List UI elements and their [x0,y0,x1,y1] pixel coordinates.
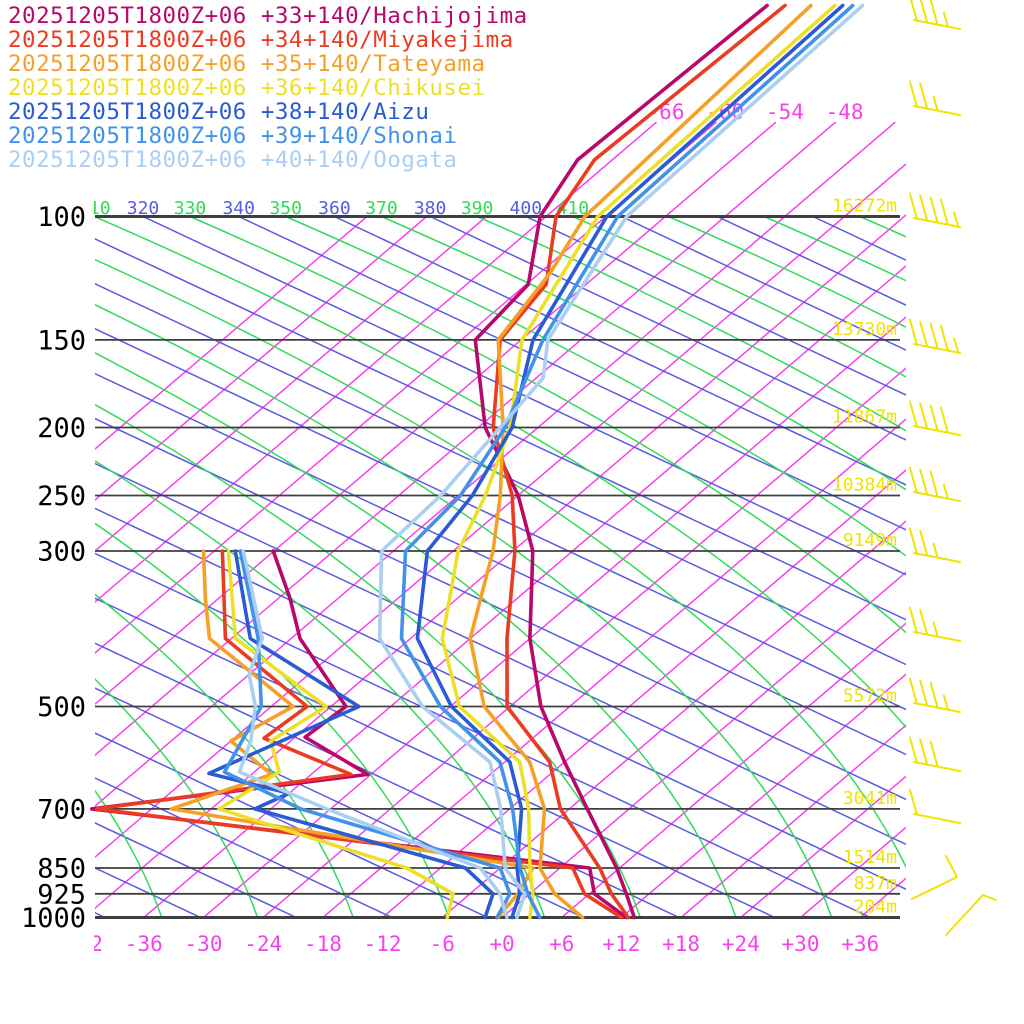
temperature-curves [377,3,865,920]
altitude-label: 16272m [832,196,897,217]
temperature-tick-label: -36 [125,932,163,956]
temperature-tick-label: +0 [489,932,514,956]
wind-barb [908,606,961,642]
wind-barb [908,677,961,713]
temperature-curve-miyakejima [491,3,787,920]
dewpoint-curve-hachijojima [89,549,629,920]
temperature-tick-label: +12 [602,932,640,956]
altitude-label: 1514m [843,847,897,868]
legend-entry-tateyama: 20251205T1800Z+06 +35+140/Tateyama [8,51,486,77]
temperature-tick-label: -42 [65,932,103,956]
temperature-tick-label: -6 [430,932,455,956]
pressure-tick-label: 250 [37,481,86,512]
pressure-tick-label: 850 [37,854,86,885]
temperature-curve-shonai [399,3,855,920]
altitude-label: 3041m [843,788,897,809]
temperature-tick-label: -24 [244,932,282,956]
legend-entry-miyakejima: 20251205T1800Z+06 +34+140/Miyakejima [8,27,514,53]
wind-barbs [908,0,997,936]
wind-barb [945,894,997,936]
legend-entry-oogata: 20251205T1800Z+06 +40+140/Oogata [8,147,458,173]
potential-temp-axis-labels: 310 320 330 340 350 360 370 380 390 400 410 [78,198,589,219]
legend-entry-shonai: 20251205T1800Z+06 +39+140/Shonai [8,123,458,149]
theta-tick-label: 380 [414,198,447,219]
temperature-curve-chikusei [440,3,837,920]
wind-barb [908,400,961,436]
dewpoint-curve-chikusei [217,549,455,920]
pressure-tick-label: 925 [37,879,86,910]
theta-tick-label: 370 [365,198,398,219]
legend-entry-hachijojima: 20251205T1800Z+06 +33+140/Hachijojima [8,3,528,29]
wind-barb [908,466,961,502]
temperature-tick-label: +30 [782,932,820,956]
dewpoint-curves [89,549,629,920]
dewpoint-curve-oogata [237,549,509,920]
altitude-labels: 16272m 13730m 11867m 10384m 9149m 5572m 3041m 1… [832,196,897,918]
altitude-label: 10384m [832,475,897,496]
upper-isotherm-label: -54 [766,100,804,124]
wind-barb [908,736,961,772]
legend-entry-chikusei: 20251205T1800Z+06 +36+140/Chikusei [8,75,486,101]
wind-barb [908,318,961,354]
temperature-curve-aizu [415,3,845,920]
wind-barb [908,527,961,563]
theta-tick-label: 360 [318,198,351,219]
theta-tick-label: 320 [127,198,160,219]
pressure-tick-label: 200 [37,413,86,444]
altitude-label: 5572m [843,686,897,707]
temperature-curve-hachijojima [473,3,769,920]
pressure-tick-label: 150 [37,325,86,356]
wind-barb [911,855,958,900]
temperature-curve-oogata [377,3,865,920]
upper-isotherm-label: -48 [826,100,864,124]
temperature-curve-tateyama [468,3,813,920]
pressure-tick-label: 1000 [21,903,86,934]
altitude-label: 11867m [832,407,897,428]
temperature-tick-label: +36 [841,932,879,956]
wind-barb [908,80,961,116]
altitude-label: 204m [854,897,897,918]
altitude-label: 837m [854,873,897,894]
theta-tick-label: 330 [174,198,207,219]
temperature-tick-label: -12 [364,932,402,956]
wind-barb [910,0,961,30]
theta-tick-label: 340 [222,198,255,219]
theta-tick-label: 310 [78,198,111,219]
pressure-tick-label: 300 [37,537,86,568]
moist-adiabat-lines [95,216,906,918]
theta-tick-label: 390 [461,198,494,219]
pressure-tick-label: 500 [37,692,86,723]
pressure-tick-label: 700 [37,794,86,825]
legend: 20251205T1800Z+06 +33+140/Hachijojima 202… [8,4,528,172]
legend-entry-aizu: 20251205T1800Z+06 +38+140/Aizu [8,99,430,125]
temperature-tick-label: -18 [304,932,342,956]
temperature-tick-label: -30 [185,932,223,956]
wind-barb [908,192,961,228]
pressure-tick-label: 100 [37,202,86,233]
temperature-axis-labels: -42 -36 -30 -24 -18 -12 -6 +0 +6 +12 +18 +24 +30 +36 [65,932,879,956]
temperature-tick-label: +24 [722,932,760,956]
altitude-label: 13730m [832,319,897,340]
temperature-tick-label: +18 [662,932,700,956]
theta-tick-label: 350 [269,198,302,219]
theta-tick-label: 400 [510,198,543,219]
temperature-tick-label: +6 [549,932,574,956]
altitude-label: 9149m [843,530,897,551]
wind-barb [908,788,961,824]
